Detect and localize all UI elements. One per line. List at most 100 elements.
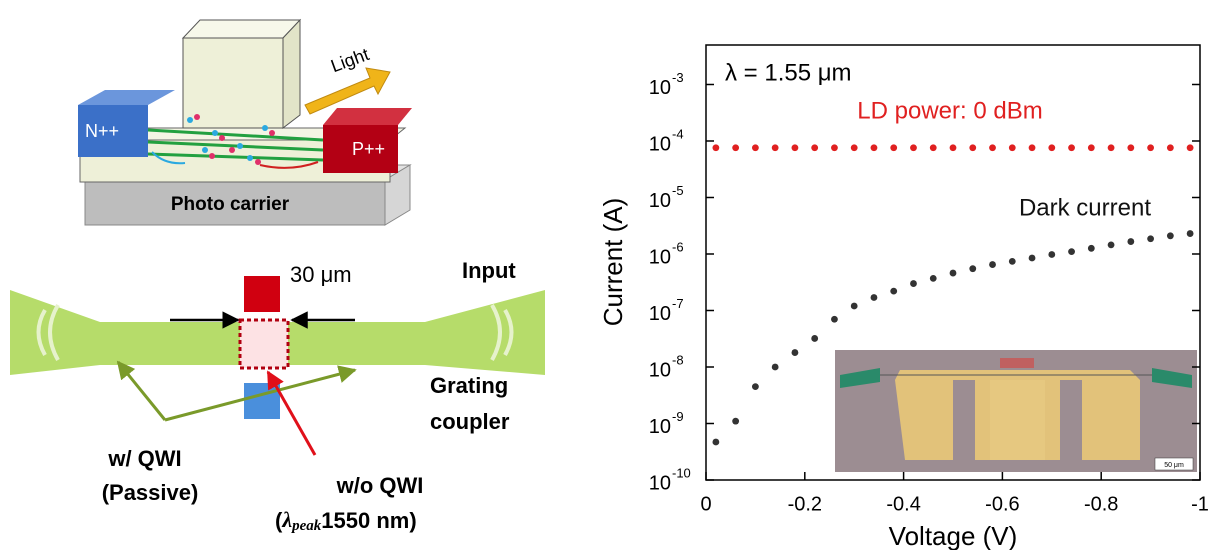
point: [1147, 235, 1154, 243]
y-tick-label: 10: [649, 133, 671, 155]
inset-photo: 50 μm: [835, 350, 1197, 472]
point: [732, 144, 740, 152]
y-tick-label: 10: [649, 190, 671, 212]
point: [929, 274, 937, 282]
point: [1008, 144, 1016, 152]
point: [1127, 238, 1135, 245]
x-tick-label: -1: [1191, 493, 1209, 515]
point: [850, 144, 858, 152]
point: [890, 287, 898, 295]
point: [870, 144, 878, 152]
point: [1166, 144, 1174, 152]
point: [1087, 144, 1095, 152]
chart: 50 μm λ = 1.55 μm Current (A) Voltage (V…: [598, 44, 1209, 550]
y-tick-label: 10: [649, 303, 671, 325]
coupler-label: Grating: [430, 373, 508, 398]
point: [811, 144, 819, 152]
y-tick-exponent: -9: [672, 409, 684, 424]
point: [712, 144, 720, 152]
point: [1166, 232, 1174, 240]
point: [752, 144, 759, 152]
x-tick-label: 0: [700, 493, 711, 515]
light-label: Light: [328, 44, 372, 76]
point: [831, 144, 838, 152]
point: [791, 349, 799, 356]
point: [752, 383, 759, 390]
point: [1087, 244, 1095, 252]
point: [910, 280, 917, 287]
point: [1127, 144, 1135, 152]
y-tick-exponent: -10: [672, 465, 691, 480]
paren: (: [275, 508, 283, 533]
point: [850, 302, 858, 310]
y-axis-title: Current (A): [598, 198, 628, 327]
y-tick-exponent: -7: [672, 296, 684, 311]
point: [969, 265, 977, 273]
point: [771, 144, 779, 152]
annotation: λ = 1.55 μm: [725, 59, 852, 86]
x-axis-title: Voltage (V): [889, 521, 1018, 550]
scale-bar-label: 50 μm: [1164, 462, 1184, 469]
p-label: P++: [352, 139, 385, 159]
point: [791, 144, 799, 152]
point: [969, 144, 977, 152]
y-tick-exponent: -4: [672, 126, 684, 141]
passive-label: w/ QWI: [107, 446, 181, 471]
point: [890, 144, 898, 152]
x-tick-label: -0.8: [1084, 493, 1118, 515]
passive-label: (Passive): [102, 480, 199, 505]
y-tick-label: 10: [649, 77, 671, 99]
point: [1107, 241, 1115, 249]
coupler-label: coupler: [430, 409, 510, 434]
point: [1186, 230, 1194, 237]
series-label: Dark current: [1019, 194, 1151, 221]
n-label: N++: [85, 121, 119, 141]
point: [811, 335, 819, 342]
series-label: LD power: 0 dBm: [857, 97, 1042, 124]
y-tick-exponent: -5: [672, 183, 684, 198]
point: [949, 269, 957, 277]
base-label: Photo carrier: [171, 194, 290, 215]
point: [989, 144, 996, 152]
y-tick-exponent: -8: [672, 352, 684, 367]
point: [1107, 144, 1115, 152]
active-label: w/o QWI: [336, 473, 424, 498]
point: [1147, 144, 1154, 152]
point: [1008, 257, 1016, 265]
width-label: 30 μm: [290, 262, 352, 287]
point: [1068, 144, 1075, 152]
y-tick-exponent: -3: [672, 70, 684, 85]
y-tick-exponent: -6: [672, 239, 684, 254]
point: [732, 417, 740, 425]
waveguide-top: 30 μm Input Grating coupler w/ QWI (Pass…: [10, 258, 545, 534]
y-tick-label: 10: [649, 246, 671, 268]
x-tick-label: -0.6: [985, 493, 1019, 515]
subscript: peak: [290, 518, 322, 534]
point: [1048, 144, 1056, 152]
x-tick-label: -0.4: [886, 493, 920, 515]
x-tick-label: -0.2: [788, 493, 822, 515]
point: [1186, 144, 1194, 152]
y-tick-label: 10: [649, 359, 671, 381]
active-label: (λpeak1550 nm): [275, 507, 417, 534]
point: [929, 144, 937, 152]
symbol: λ: [281, 507, 292, 532]
point: [989, 261, 996, 268]
point: [771, 363, 779, 371]
point: [1068, 248, 1075, 256]
point: [831, 315, 838, 323]
point: [712, 438, 720, 446]
wavelength: 1550 nm): [321, 508, 416, 533]
device-3d: Light N++ P++ Photo carrier: [78, 18, 412, 226]
input-label: Input: [462, 258, 516, 283]
point: [1028, 254, 1036, 262]
point: [1028, 144, 1036, 152]
y-tick-label: 10: [649, 416, 671, 438]
point: [1048, 251, 1056, 258]
point: [910, 144, 917, 152]
plot-frame: [705, 44, 1201, 481]
point: [870, 294, 878, 301]
y-tick-label: 10: [649, 472, 671, 494]
point: [949, 144, 957, 152]
